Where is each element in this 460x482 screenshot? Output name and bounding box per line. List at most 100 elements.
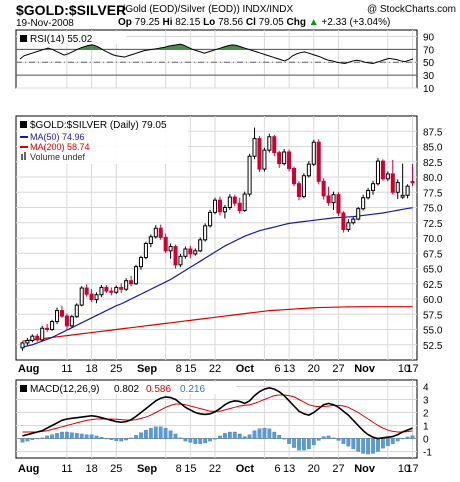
macd-legend-signal: 0.586 (146, 384, 171, 395)
macd-histogram-bar (267, 428, 272, 439)
macd-histogram-bar (331, 437, 336, 439)
month-label: Aug (18, 363, 39, 375)
price-candle (296, 181, 301, 201)
candle-body (390, 173, 395, 193)
price-candle (301, 173, 306, 199)
price-candle (168, 243, 173, 259)
day-label: 25 (110, 363, 122, 375)
macd-histogram-bar (385, 438, 390, 446)
macd-histogram-bar (30, 438, 35, 440)
price-candle (153, 225, 158, 239)
price-candle (74, 303, 79, 318)
macd-histogram-bar (381, 438, 385, 449)
macd-histogram-bar (237, 433, 242, 439)
price-tick-label: 55.0 (423, 326, 443, 337)
macd-histogram-bar (400, 438, 405, 440)
candle-body (321, 180, 326, 197)
candle-body (89, 293, 94, 301)
price-candle (326, 186, 331, 206)
macd-histogram-bar (99, 437, 104, 439)
macd-histogram-bar (346, 438, 351, 447)
macd-histogram-bar (25, 438, 30, 442)
price-candle (237, 197, 242, 214)
volume-legend: Volume undef (30, 152, 86, 162)
day-label: 15 (184, 463, 196, 475)
candle-body (242, 193, 247, 212)
macd-histogram-bar (153, 426, 158, 439)
candle-body (296, 183, 301, 198)
candle-body (277, 152, 282, 165)
high-value: 82.15 (175, 17, 201, 28)
price-candle (69, 314, 74, 328)
price-candle (277, 150, 282, 168)
price-candle (55, 307, 60, 325)
price-candle (331, 191, 336, 210)
candle-body (213, 199, 218, 213)
month-label: Oct (236, 463, 255, 475)
candle-body (356, 208, 361, 220)
price-candle (405, 184, 410, 199)
macd-histogram-bar (223, 433, 227, 439)
price-candle (242, 191, 247, 212)
candle-body (109, 290, 114, 293)
candle-body (183, 248, 188, 257)
price-candle (25, 338, 30, 346)
copyright-notice[interactable]: @ StockCharts.com (366, 4, 456, 15)
price-candle (213, 197, 218, 215)
day-label: 15 (184, 363, 196, 375)
candle-body (361, 197, 366, 210)
macd-tick-label: 2 (423, 409, 429, 420)
price-candle (183, 246, 188, 259)
macd-histogram-bar (341, 438, 346, 444)
macd-histogram-bar (297, 438, 301, 451)
day-label: 8 (176, 363, 182, 375)
quote-summary: Op 79.25 Hi 82.15 Lo 78.56 Cl 79.05 Chg … (118, 17, 390, 28)
ma50-legend: MA(50) 74.96 (30, 132, 85, 142)
price-candle (84, 284, 89, 297)
macd-histogram-bar (410, 435, 415, 439)
macd-histogram-bar (124, 438, 129, 441)
candle-body (222, 207, 227, 213)
day-label: 27 (332, 463, 344, 475)
candle-body (119, 286, 124, 290)
price-tick-label: 67.5 (423, 249, 443, 260)
price-candle (208, 209, 213, 228)
rsi-legend-swatch (20, 35, 27, 42)
macd-line (22, 386, 413, 440)
candle-body (301, 175, 306, 198)
price-tick-label: 75.0 (423, 204, 443, 215)
high-label: Hi (162, 17, 173, 28)
candle-body (45, 327, 50, 330)
macd-histogram-bar (356, 438, 361, 452)
candle-body (64, 315, 69, 327)
price-candle (64, 313, 69, 330)
candle-body (311, 141, 316, 165)
ma200-legend: MA(200) 58.74 (30, 142, 90, 152)
candle-body (55, 310, 60, 323)
macd-histogram-bar (208, 438, 212, 442)
macd-histogram-bar (104, 438, 109, 440)
macd-histogram-bar (173, 433, 178, 439)
price-tick-label: 87.5 (423, 127, 443, 138)
day-label: 10 (398, 463, 410, 475)
macd-legend-histogram: 0.216 (180, 384, 205, 395)
volume-legend-swatch (21, 154, 23, 160)
price-candle (129, 275, 134, 287)
price-candle (380, 159, 385, 181)
macd-histogram-bar (292, 438, 296, 448)
month-label: Oct (236, 363, 255, 375)
candle-body (292, 167, 297, 185)
candle-body (153, 227, 158, 238)
macd-histogram-bar (395, 438, 400, 442)
macd-histogram-bar (198, 438, 203, 444)
price-candle (104, 284, 109, 293)
price-candle (341, 211, 346, 233)
macd-histogram-bar (158, 426, 163, 439)
candle-body (410, 181, 415, 184)
price-tick-label: 52.5 (423, 341, 443, 352)
candle-body (30, 335, 35, 341)
change-label: Chg (286, 17, 306, 28)
rsi-tick-label: 50 (423, 58, 435, 69)
macd-histogram-bar (287, 438, 291, 444)
price-candle (262, 147, 267, 172)
